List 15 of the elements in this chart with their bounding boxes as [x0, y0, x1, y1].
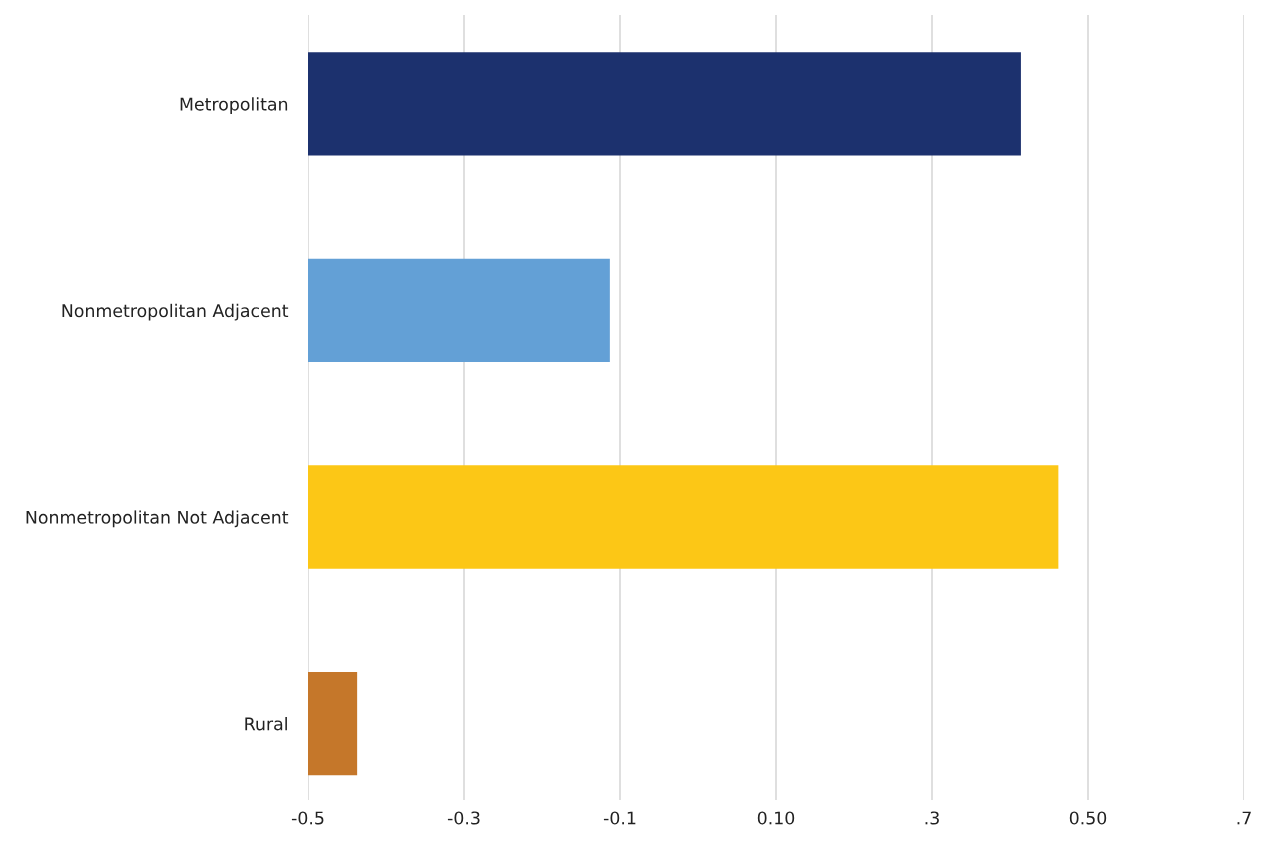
bar [308, 465, 1059, 569]
x-tick-label: -0.5 [291, 811, 324, 825]
bar [308, 52, 1021, 156]
y-tick-label: Nonmetropolitan Adjacent [62, 303, 289, 321]
x-tick-label: -0.1 [603, 811, 636, 825]
x-tick-label: 0.10 [757, 811, 795, 825]
y-tick-label: Metropolitan [180, 97, 288, 115]
x-tick-label: .7 [1237, 811, 1251, 825]
y-tick-label: Rural [245, 716, 287, 731]
x-tick-label: .3 [925, 811, 939, 825]
x-tick-label: 0.50 [1069, 811, 1107, 825]
bar [308, 258, 610, 363]
bar [308, 671, 358, 776]
y-tick-label: Nonmetropolitan Not Adjacent [26, 510, 289, 528]
x-tick-label: -0.3 [447, 811, 480, 825]
